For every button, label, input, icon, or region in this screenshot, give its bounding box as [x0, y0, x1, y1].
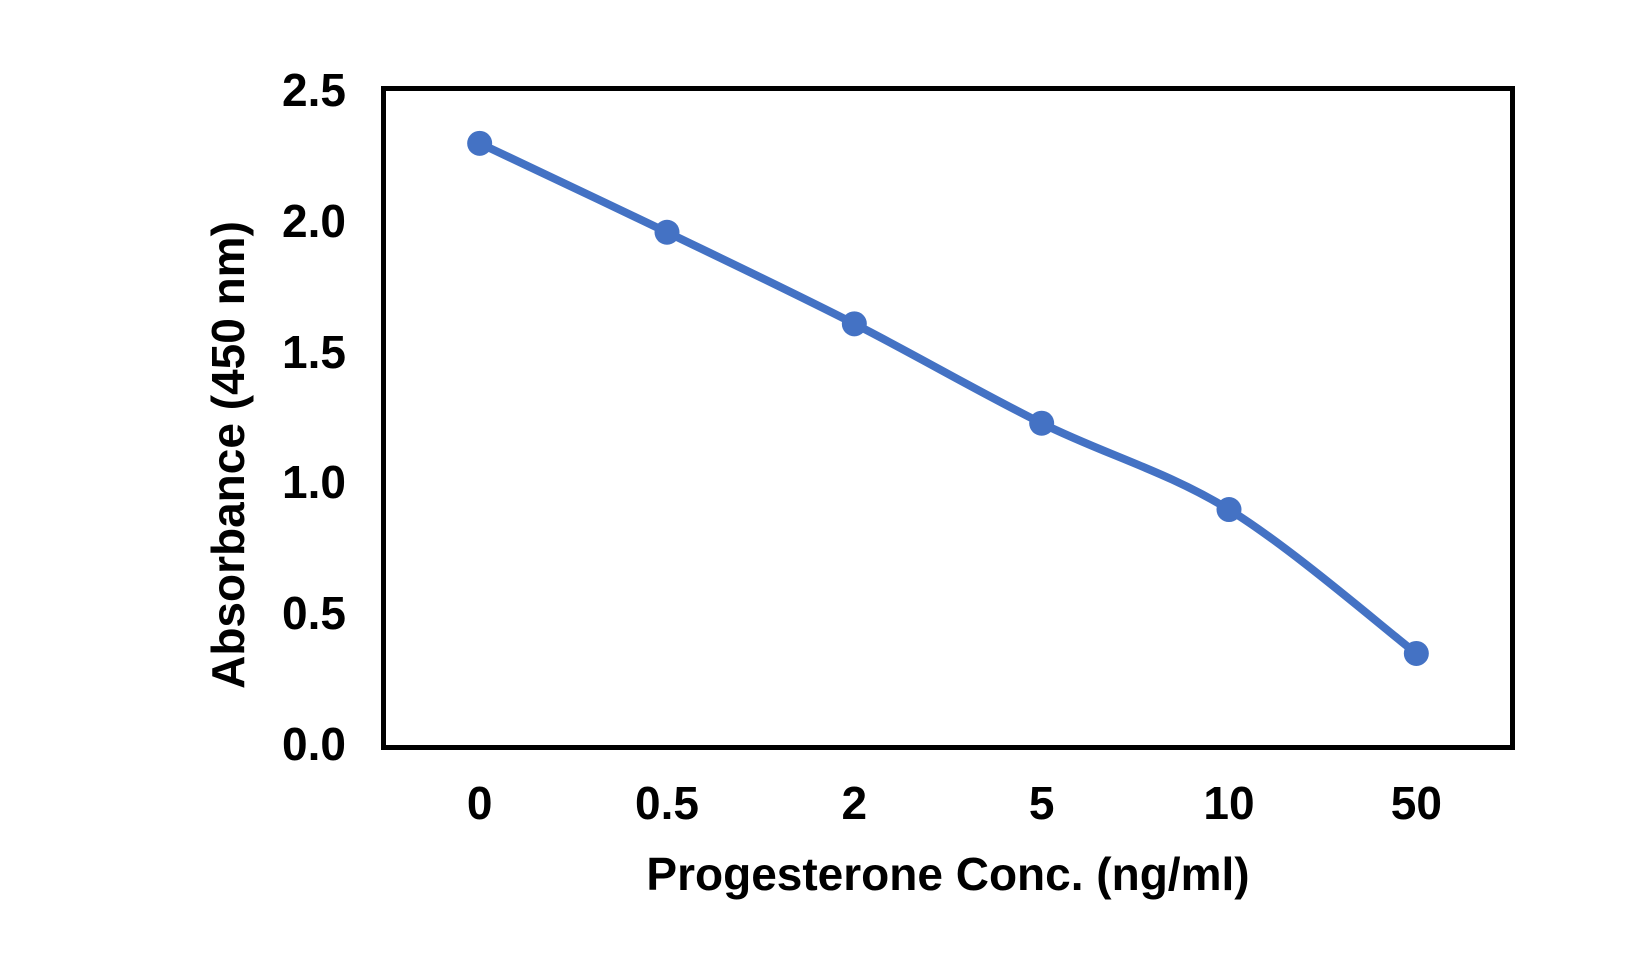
y-tick-label: 1.0 [282, 456, 346, 509]
data-point-marker [841, 311, 867, 337]
line-chart-svg [467, 130, 1429, 666]
data-point-marker [1216, 497, 1242, 523]
y-tick-label: 1.5 [282, 325, 346, 378]
data-point-marker [654, 219, 680, 245]
data-point-marker [467, 130, 493, 156]
series-line [475, 139, 1421, 658]
y-tick-label: 0.0 [282, 718, 346, 770]
y-tick-label: 2.0 [282, 194, 346, 247]
data-point-marker [1029, 410, 1055, 436]
x-tick-label: 50 [1390, 777, 1442, 829]
x-tick-label: 0 [466, 777, 493, 829]
y-axis-title: Absorbance (450 nm) [202, 221, 254, 689]
x-tick-label: 0.5 [635, 777, 699, 829]
y-tick-label: 0.5 [282, 587, 346, 640]
x-tick-label: 2 [841, 777, 868, 829]
x-tick-label: 5 [1028, 777, 1055, 829]
y-tick-label: 2.5 [282, 64, 346, 116]
x-tick-label: 10 [1203, 777, 1255, 829]
plot-area [381, 86, 1515, 750]
x-axis-title: Progesterone Conc. (ng/ml) [646, 848, 1250, 900]
data-point-marker [1403, 640, 1429, 666]
